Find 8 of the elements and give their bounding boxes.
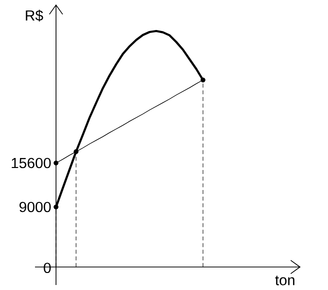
y-tick-label: 15600 <box>12 158 51 168</box>
point <box>74 149 78 154</box>
point <box>54 204 58 210</box>
x-axis-title: ton <box>275 276 294 286</box>
point <box>54 160 58 166</box>
point <box>200 78 206 82</box>
y-axis-title: R$ <box>26 10 44 22</box>
y-tick-label: 9000 <box>20 202 51 212</box>
